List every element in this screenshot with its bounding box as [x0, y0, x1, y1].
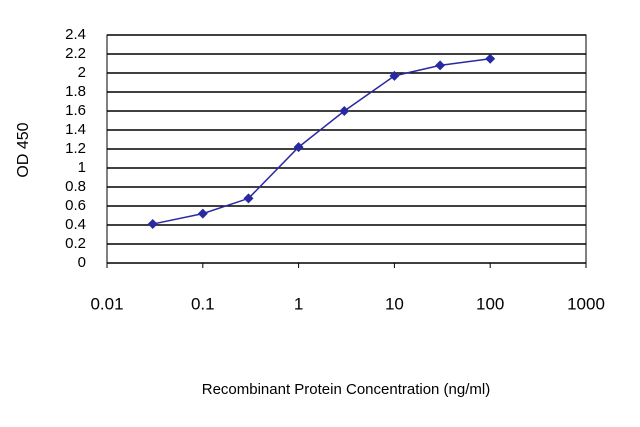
- y-tick-label: 2.4: [65, 26, 86, 43]
- y-tick-label: 1: [78, 159, 86, 176]
- data-point: [435, 60, 446, 71]
- x-tick-label: 0.1: [191, 294, 215, 313]
- data-point: [389, 70, 400, 81]
- data-point: [243, 193, 254, 204]
- y-tick-label: 0.6: [65, 197, 86, 214]
- y-tick-label: 0.8: [65, 178, 86, 195]
- y-tick-label: 2.2: [65, 45, 86, 62]
- data-point: [147, 219, 158, 230]
- y-tick-label: 0.4: [65, 216, 86, 233]
- x-tick-label: 100: [476, 294, 504, 313]
- y-axis-label: OD 450: [15, 122, 32, 177]
- data-point: [293, 142, 304, 153]
- data-point: [485, 53, 496, 64]
- y-tick-label: 1.4: [65, 121, 86, 138]
- x-tick-label: 0.01: [90, 294, 123, 313]
- x-tick-label: 10: [385, 294, 404, 313]
- y-tick-label: 0: [78, 254, 86, 271]
- y-tick-label: 2: [78, 64, 86, 81]
- data-point: [197, 208, 208, 219]
- data-line: [152, 58, 491, 225]
- y-tick-label: 1.2: [65, 140, 86, 157]
- x-tick-label: 1000: [567, 294, 605, 313]
- x-tick-label: 1: [294, 294, 303, 313]
- x-axis-label: Recombinant Protein Concentration (ng/ml…: [202, 381, 490, 398]
- data-point: [339, 106, 350, 116]
- y-tick-label: 1.6: [65, 102, 86, 119]
- y-tick-label: 0.2: [65, 235, 86, 252]
- y-tick-label: 1.8: [65, 83, 86, 100]
